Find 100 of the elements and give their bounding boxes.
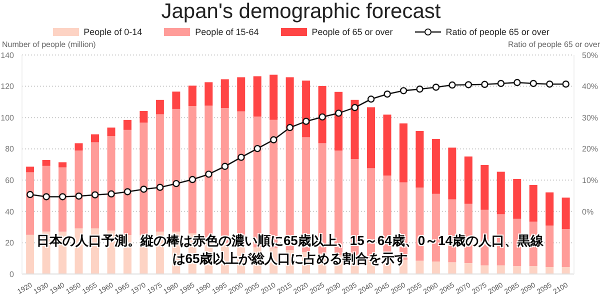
- point: [108, 190, 115, 198]
- point: [42, 193, 50, 200]
- y-tick-label: 20: [5, 238, 15, 248]
- bar: [562, 266, 570, 274]
- y-tick-label: 0: [10, 270, 15, 279]
- bar: [513, 179, 522, 219]
- point: [546, 80, 554, 88]
- point: [205, 170, 212, 178]
- point: [334, 110, 342, 117]
- bar: [156, 100, 164, 114]
- bar: [42, 160, 50, 166]
- bar: [107, 128, 116, 136]
- point: [448, 81, 456, 89]
- bar: [156, 114, 164, 232]
- point: [302, 118, 310, 125]
- annotation: 日本の人口予測。縦の棒は赤色の濃い順に65歳以上、15～64歳、0～14歳の人口、黒線は65歳以上が総人口に占める割合を示す: [35, 232, 545, 268]
- bar: [237, 77, 246, 112]
- point: [26, 190, 34, 198]
- point: [58, 193, 66, 200]
- y2-tick-label: 0%: [582, 207, 594, 216]
- bar: [286, 77, 294, 129]
- point: [286, 124, 294, 132]
- bar: [513, 266, 522, 274]
- point: [367, 96, 375, 103]
- y-tick-label: 120: [0, 82, 15, 92]
- bar: [432, 261, 440, 274]
- point: [172, 180, 180, 188]
- point: [400, 87, 408, 94]
- bar: [58, 162, 67, 168]
- point: [91, 191, 99, 198]
- bar: [172, 92, 180, 109]
- bar: [399, 123, 408, 182]
- bar: [91, 134, 99, 142]
- point: [464, 81, 472, 88]
- bar: [496, 172, 505, 214]
- point: [156, 184, 164, 191]
- bar: [480, 265, 489, 274]
- bar: [448, 262, 456, 274]
- bar: [220, 79, 229, 108]
- legend-label: People of 0-14: [84, 27, 142, 37]
- bar: [448, 148, 456, 200]
- bar: [496, 265, 505, 274]
- bar: [464, 156, 472, 204]
- bar: [529, 266, 538, 274]
- y-tick-label: 60: [5, 176, 15, 185]
- bar: [416, 131, 424, 188]
- point: [351, 104, 358, 112]
- point: [124, 188, 132, 196]
- legend-label: People of 65 or over: [312, 27, 393, 37]
- bar: [253, 76, 262, 117]
- bar: [350, 100, 359, 160]
- y2-tick-label: 50%: [582, 50, 598, 60]
- bar: [26, 234, 34, 274]
- legend-label: People of 15-64: [195, 27, 259, 37]
- bar: [334, 92, 343, 151]
- point: [481, 80, 488, 88]
- point: [140, 186, 148, 193]
- bar: [302, 80, 310, 138]
- bar: [529, 184, 538, 222]
- bar: [432, 139, 440, 194]
- bar: [188, 106, 196, 234]
- bar: [204, 82, 213, 106]
- bar: [140, 111, 148, 123]
- bar: [188, 86, 196, 106]
- chart-title: Japan's demographic forecast: [160, 0, 442, 24]
- y-tick-label: 80: [5, 144, 15, 154]
- point: [75, 192, 82, 200]
- point: [254, 144, 262, 152]
- point: [188, 176, 196, 184]
- y2-tick-label: 30%: [582, 113, 598, 122]
- point: [416, 86, 424, 93]
- point: [530, 80, 538, 88]
- bar: [123, 120, 132, 130]
- point: [318, 113, 326, 121]
- bar: [74, 150, 83, 228]
- point: [384, 90, 391, 98]
- legend-label: Ratio of people 65 or over: [446, 27, 550, 37]
- point: [238, 154, 245, 161]
- point: [221, 162, 229, 170]
- point: [432, 84, 440, 91]
- bar: [318, 86, 326, 144]
- y-tick-label: 40: [5, 207, 15, 216]
- y-tick-label: 140: [0, 50, 15, 60]
- point: [497, 80, 505, 88]
- bar: [383, 114, 392, 176]
- y2-tick-label: 10%: [582, 176, 598, 185]
- bar: [26, 166, 34, 172]
- bar: [562, 198, 570, 229]
- bar: [416, 260, 424, 274]
- bar: [546, 226, 554, 267]
- point: [562, 80, 570, 88]
- bar: [107, 136, 116, 231]
- bar: [140, 122, 148, 235]
- bar: [74, 143, 83, 151]
- y-tick-label: 100: [0, 113, 15, 122]
- bar: [172, 108, 180, 232]
- y2-tick-label: 20%: [582, 144, 598, 154]
- bar: [270, 74, 278, 120]
- bar: [562, 228, 570, 267]
- y2-axis-title: Ratio of people 65 or over: [508, 40, 600, 49]
